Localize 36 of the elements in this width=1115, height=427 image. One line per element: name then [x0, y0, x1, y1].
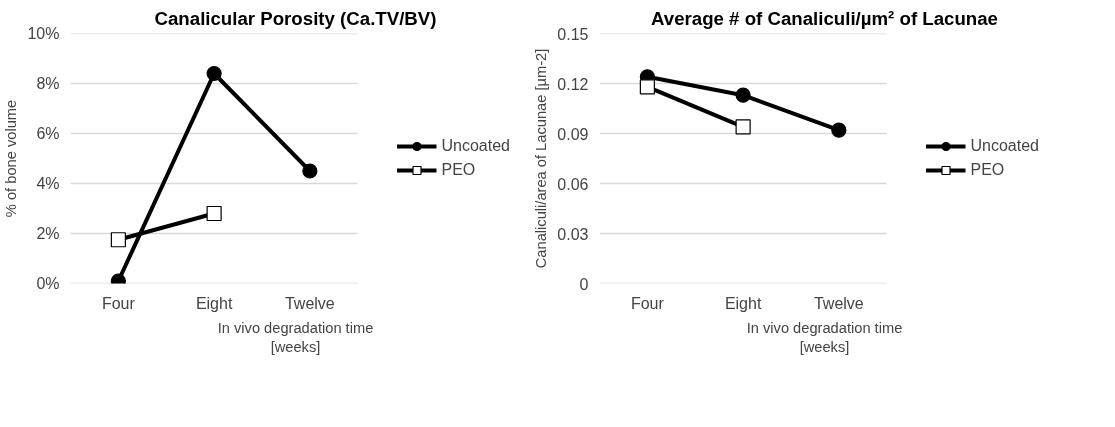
y-tick-label: 10% — [27, 25, 60, 42]
y-tick-label: 2% — [36, 225, 60, 242]
y-tick-label: 0.06 — [557, 175, 589, 193]
x-axis-title: In vivo degradation time [weeks] — [746, 319, 903, 355]
y-tick-label: 6% — [36, 125, 60, 142]
y-tick-label: 8% — [36, 75, 60, 92]
x-axis-title: In vivo degradation time [weeks] — [217, 319, 374, 355]
legend-label: PEO — [441, 161, 476, 179]
chart-title: Average # of Canaliculi/µm² of Lacunae — [651, 7, 998, 29]
point — [639, 79, 655, 95]
point — [206, 65, 222, 82]
y-tick-label: 0.03 — [557, 225, 589, 243]
point — [110, 232, 126, 248]
y-tick-label: 0 — [579, 275, 589, 293]
x-tick-label: Twelve — [813, 294, 864, 312]
y-tick-label: 0.12 — [557, 75, 589, 93]
point — [206, 205, 222, 222]
x-tick-label: Four — [630, 294, 665, 312]
y-tick-label: 4% — [36, 175, 60, 192]
y-tick-label: 0.15 — [557, 25, 589, 43]
legend-label: Uncoated — [441, 137, 510, 155]
point — [302, 163, 318, 179]
x-tick-label: Eight — [724, 294, 762, 312]
y-tick-label: 0% — [36, 275, 60, 292]
point — [735, 119, 751, 135]
point — [831, 122, 847, 138]
point — [735, 87, 751, 103]
y-tick-label: 0.09 — [557, 125, 589, 143]
x-tick-label: Eight — [195, 294, 233, 312]
y-axis-title: Canaliculi/area of Lacunae [µm-2] — [533, 48, 550, 269]
legend-label: PEO — [970, 161, 1005, 179]
chart-title: Canalicular Porosity (Ca.TV/BV) — [154, 7, 437, 29]
x-tick-label: Twelve — [284, 294, 335, 312]
x-tick-label: Four — [101, 294, 136, 312]
y-axis-title: % of bone volume — [3, 99, 20, 218]
legend-label: Uncoated — [970, 137, 1039, 155]
